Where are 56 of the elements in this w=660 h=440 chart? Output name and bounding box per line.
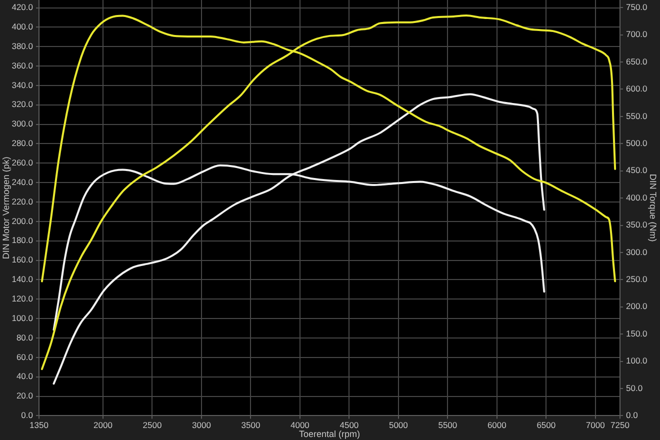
x-tick-label: 3000 xyxy=(192,420,212,430)
line-series xyxy=(52,93,546,385)
y-tick-label: 280.0 xyxy=(12,138,34,148)
y-tick-label: 320.0 xyxy=(12,99,34,110)
x-axis-title: Toerental (rpm) xyxy=(298,429,360,440)
y-tick-label: 340.0 xyxy=(12,80,34,90)
y2-tick-label: 200.0 xyxy=(626,301,648,312)
y2-tick-label: 250.0 xyxy=(626,274,648,284)
y-tick-label: 180.0 xyxy=(12,235,34,246)
y2-tick-label: 600.0 xyxy=(626,84,648,94)
y2-tick-label: 300.0 xyxy=(626,246,648,257)
y-tick-label: 120.0 xyxy=(12,293,34,304)
y2-tick-label: 350.0 xyxy=(626,220,648,230)
x-tick-label: 6000 xyxy=(487,420,507,430)
x-tick-label: 2500 xyxy=(142,420,162,430)
y-tick-label: 80.0 xyxy=(16,332,34,342)
y2-axis-title: DIN Torque (Nm) xyxy=(648,174,658,242)
x-tick-label: 7000 xyxy=(586,420,606,430)
y2-tick-label: 650.0 xyxy=(626,56,648,66)
y-tick-label: 60.0 xyxy=(16,352,34,362)
y-tick-label: 140.0 xyxy=(12,274,34,284)
y-tick-label: 20.0 xyxy=(16,390,34,401)
x-tick-label: 4500 xyxy=(340,420,359,430)
y2-tick-label: 450.0 xyxy=(626,165,648,176)
x-tick-label: 1350 xyxy=(30,420,49,430)
y-tick-label: 260.0 xyxy=(12,158,34,168)
y-tick-label: 100.0 xyxy=(12,312,34,323)
y2-tick-label: 500.0 xyxy=(626,138,648,148)
y2-tick-label: 0.0 xyxy=(626,410,638,420)
y-tick-label: 300.0 xyxy=(12,118,34,129)
y-tick-label: 160.0 xyxy=(12,254,34,265)
y2-tick-label: 550.0 xyxy=(626,110,648,121)
line-series xyxy=(40,14,616,370)
y2-tick-label: 750.0 xyxy=(626,2,648,12)
x-tick-label: 5500 xyxy=(438,420,458,430)
y-tick-label: 360.0 xyxy=(12,60,34,70)
y2-tick-label: 50.0 xyxy=(626,382,643,393)
y-tick-label: 40.0 xyxy=(16,371,34,382)
x-tick-label: 7250 xyxy=(610,420,630,430)
x-tick-label: 5000 xyxy=(388,420,408,430)
y-tick-label: 0.0 xyxy=(21,410,34,420)
y-tick-label: 200.0 xyxy=(12,216,34,226)
x-tick-label: 6500 xyxy=(536,420,556,430)
y-axis-title: DIN Motor Vermogen (pk) xyxy=(0,156,11,260)
x-tick-label: 2000 xyxy=(94,420,113,430)
y-tick-label: 220.0 xyxy=(12,196,34,206)
y2-tick-label: 400.0 xyxy=(626,192,648,202)
y-tick-label: 420.0 xyxy=(12,2,34,12)
y-tick-label: 240.0 xyxy=(12,176,34,187)
y2-tick-label: 150.0 xyxy=(626,328,648,338)
x-tick-label: 4000 xyxy=(290,420,310,430)
y2-tick-label: 100.0 xyxy=(626,356,648,366)
y-tick-label: 400.0 xyxy=(12,22,34,32)
y2-tick-label: 700.0 xyxy=(626,29,648,40)
x-tick-label: 3500 xyxy=(241,420,260,430)
y-tick-label: 380.0 xyxy=(12,40,34,51)
